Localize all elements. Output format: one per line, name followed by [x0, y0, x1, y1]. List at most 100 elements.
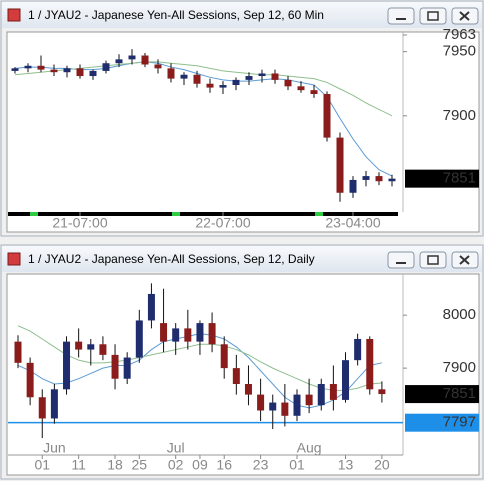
maximize-icon — [427, 255, 439, 265]
candle-body — [349, 179, 357, 193]
candle-body — [354, 338, 362, 361]
last-price: 7851 — [443, 385, 476, 402]
chart-window: 1 / JYAU2 - Japanese Yen-All Sessions, S… — [0, 244, 484, 480]
x-tick-label: 21-07:00 — [52, 215, 107, 231]
candle-body — [245, 76, 253, 80]
candle-body — [111, 354, 119, 379]
minimize-button[interactable] — [387, 7, 415, 25]
candle-body — [362, 176, 370, 180]
x-tick-label: 20 — [374, 457, 390, 473]
candle-body — [141, 55, 149, 65]
candle-body — [123, 357, 131, 379]
candle-body — [232, 79, 240, 86]
candle-body — [128, 55, 136, 60]
last-price-box — [405, 169, 479, 188]
candle-body — [317, 384, 325, 406]
candle-body — [99, 344, 107, 355]
candle-body — [271, 73, 279, 80]
month-label: Aug — [297, 440, 322, 456]
x-tick-label: 23 — [253, 457, 269, 473]
reference-price-box — [405, 413, 479, 432]
last-price-box — [405, 385, 479, 404]
candle-body — [310, 90, 318, 94]
candle-body — [284, 79, 292, 87]
candle-body — [378, 389, 386, 395]
candle-body — [87, 344, 95, 350]
candle-body — [102, 63, 110, 71]
x-tick-label: 18 — [107, 457, 123, 473]
x-tick-label: 11 — [71, 457, 86, 473]
x-tick-label: 09 — [192, 457, 208, 473]
session-marker — [172, 212, 180, 216]
month-label: Jun — [43, 440, 66, 456]
maximize-button[interactable] — [419, 251, 447, 269]
candle-body — [375, 176, 383, 182]
candle-body — [388, 178, 396, 182]
chart-area — [6, 31, 480, 233]
candle-body — [63, 68, 71, 73]
candle-body — [115, 59, 123, 64]
x-tick-label: 25 — [132, 457, 148, 473]
candle-body — [366, 338, 374, 390]
close-icon — [459, 11, 470, 21]
y-tick-label: 7900 — [443, 107, 476, 124]
session-marker — [30, 212, 38, 216]
candle-body — [24, 65, 32, 69]
candle-body — [193, 74, 201, 84]
x-tick-label: 01 — [34, 457, 50, 473]
candle-body — [244, 384, 252, 395]
candle-body — [26, 362, 34, 398]
candle-body — [196, 323, 204, 342]
candle-body — [184, 328, 192, 342]
candle-body — [219, 85, 227, 88]
y-tick-label: 7900 — [443, 359, 476, 376]
candle-body — [323, 94, 331, 138]
chart-window: 1 / JYAU2 - Japanese Yen-All Sessions, S… — [0, 0, 484, 237]
candle-body — [257, 394, 265, 411]
y-tick-label: 7963 — [443, 26, 476, 43]
month-label: Jul — [167, 440, 185, 456]
candle-body — [147, 293, 155, 321]
session-marker — [315, 212, 323, 216]
candle-body — [305, 394, 313, 406]
time-bar — [8, 212, 398, 216]
candle-body — [329, 384, 337, 400]
x-tick-label: 16 — [216, 457, 232, 473]
x-tick-label: 23-04:00 — [325, 215, 380, 231]
candle-body — [167, 68, 175, 79]
x-tick-label: 13 — [338, 457, 354, 473]
candle-body — [269, 402, 277, 411]
candle-body — [38, 397, 46, 419]
candle-body — [232, 368, 240, 385]
window-icon — [7, 252, 21, 266]
candle-body — [293, 394, 301, 416]
window-icon — [7, 8, 21, 22]
x-tick-label: 01 — [289, 457, 305, 473]
candle-body — [281, 402, 289, 416]
window-title: 1 / JYAU2 - Japanese Yen-All Sessions, S… — [28, 8, 324, 22]
candle-body — [135, 320, 143, 358]
minimize-button[interactable] — [387, 251, 415, 269]
last-price: 7851 — [443, 170, 476, 187]
candle-body — [220, 344, 228, 369]
x-tick-label: 02 — [168, 457, 184, 473]
candle-body — [11, 68, 19, 71]
candle-body — [14, 341, 22, 363]
maximize-button[interactable] — [419, 7, 447, 25]
candle-body — [208, 323, 216, 345]
reference-price: 7797 — [443, 414, 476, 431]
candle-body — [89, 70, 97, 77]
maximize-icon — [427, 11, 439, 21]
candle-body — [336, 137, 344, 193]
candle-body — [172, 328, 180, 342]
candle-body — [258, 73, 266, 77]
candle-body — [50, 389, 58, 419]
x-tick-label: 22-07:00 — [195, 215, 250, 231]
close-icon — [459, 255, 470, 265]
candle-body — [342, 360, 350, 400]
candle-body — [160, 323, 168, 342]
candle-body — [63, 341, 71, 390]
candle-body — [154, 64, 162, 69]
chart-area — [6, 273, 480, 476]
